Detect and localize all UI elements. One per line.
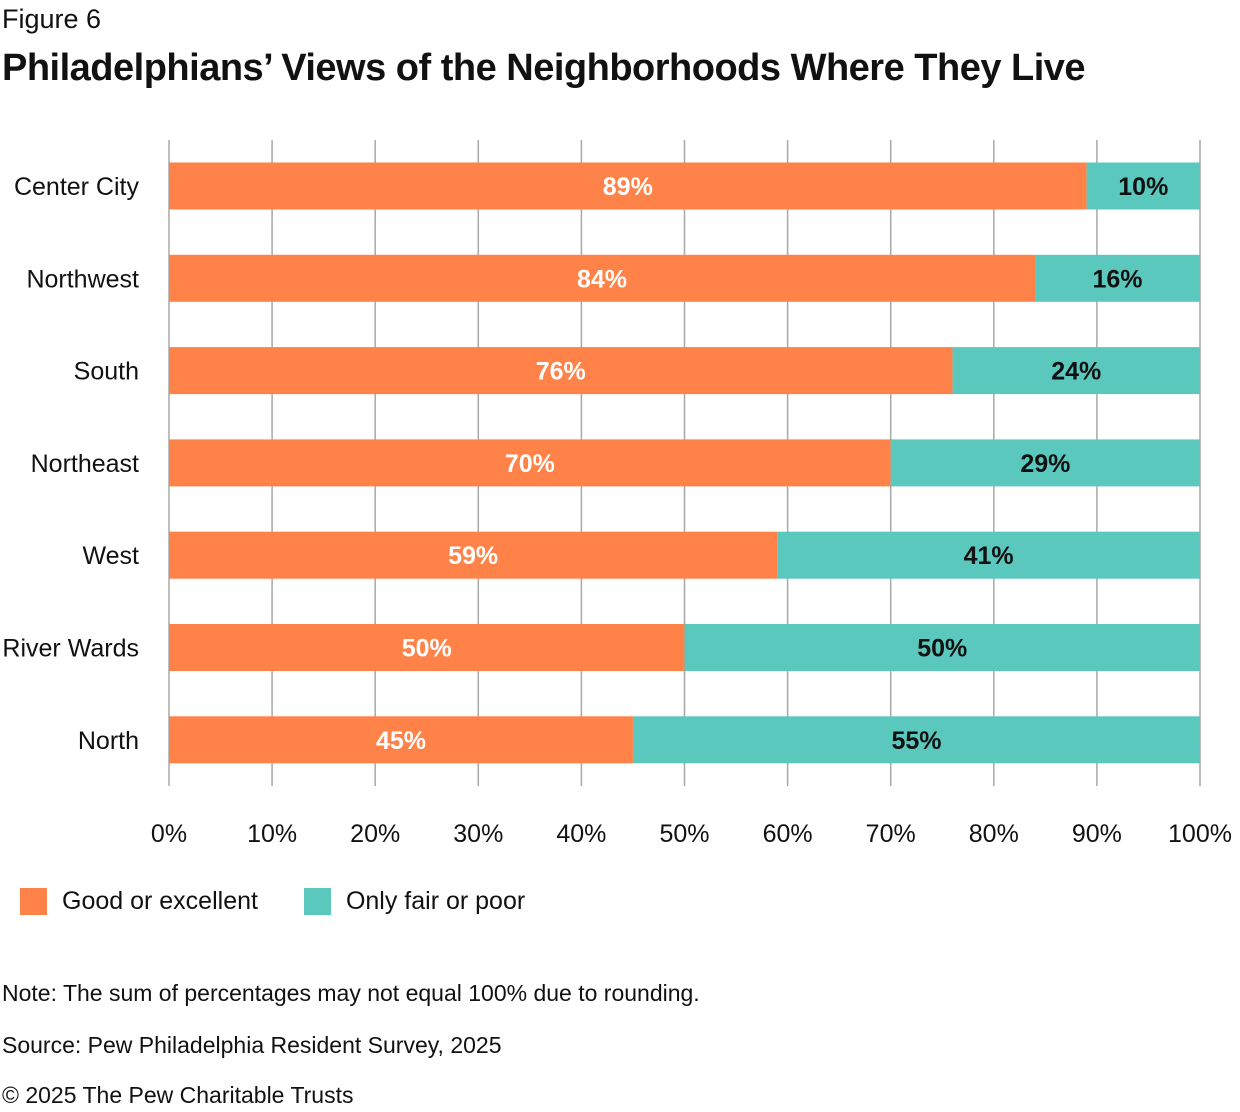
legend-label-fair-poor: Only fair or poor	[345, 886, 526, 915]
legend-swatch-good	[20, 887, 47, 915]
x-tick-label-20: 20%	[350, 820, 400, 848]
category-label-1: Northwest	[26, 265, 139, 293]
bar-fair-poor-2	[952, 347, 1200, 395]
bar-fair-poor-0	[1086, 162, 1200, 210]
x-tick-label-60: 60%	[763, 820, 813, 848]
data-label-good-1: 84%	[577, 265, 627, 293]
x-tick-label-40: 40%	[556, 820, 606, 848]
bar-good-4	[169, 531, 778, 579]
bar-fair-poor-6	[632, 716, 1200, 764]
stacked-bar-chart: 0% 10% 20% 30% 40% 50% 60% 70% 80% 90% 100% Center …	[2, 140, 1232, 848]
legend-label-good: Good or excellent	[62, 886, 258, 915]
data-label-fair-poor-1: 16%	[1092, 265, 1142, 293]
bar-good-6	[169, 716, 633, 764]
bar-good-1	[169, 254, 1036, 302]
data-label-fair-poor-2: 24%	[1051, 358, 1101, 386]
x-tick-label-80: 80%	[969, 820, 1019, 848]
data-label-good-6: 45%	[376, 727, 426, 755]
bar-fair-poor-3	[890, 439, 1200, 487]
data-label-fair-poor-4: 41%	[964, 542, 1014, 570]
data-label-good-3: 70%	[505, 450, 555, 478]
x-tick-label-90: 90%	[1072, 820, 1122, 848]
data-label-fair-poor-3: 29%	[1020, 450, 1070, 478]
x-tick-label-10: 10%	[247, 820, 297, 848]
x-tick-label-50: 50%	[659, 820, 709, 848]
legend: Good or excellent Only fair or poor	[20, 884, 571, 918]
data-label-good-0: 89%	[603, 173, 653, 201]
x-tick-label-0: 0%	[151, 820, 187, 848]
bar-good-5	[169, 624, 685, 671]
data-label-good-5: 50%	[402, 635, 452, 663]
data-label-fair-poor-5: 50%	[917, 635, 967, 663]
figure-label: Figure 6	[2, 4, 102, 34]
legend-swatch-fair-poor	[303, 887, 331, 915]
source-text: Source: Pew Philadelphia Resident Survey…	[2, 1032, 502, 1058]
category-label-0: Center City	[14, 173, 140, 201]
bar-good-2	[169, 347, 953, 395]
category-label-4: West	[83, 542, 140, 570]
data-label-good-2: 76%	[536, 358, 586, 386]
x-tick-label-70: 70%	[866, 820, 916, 848]
copyright-text: © 2025 The Pew Charitable Trusts	[2, 1082, 354, 1108]
bar-fair-poor-1	[1035, 254, 1200, 302]
bar-fair-poor-4	[777, 531, 1200, 579]
category-label-2: South	[74, 358, 139, 386]
bar-good-3	[169, 439, 891, 487]
x-tick-label-30: 30%	[453, 820, 503, 848]
category-label-5: River Wards	[2, 635, 139, 663]
category-label-6: North	[78, 727, 139, 755]
data-label-fair-poor-6: 55%	[891, 727, 941, 755]
data-label-good-4: 59%	[448, 542, 498, 570]
category-label-3: Northeast	[31, 450, 139, 478]
bar-good-0	[169, 162, 1087, 210]
chart-title: Philadelphians’ Views of the Neighborhoo…	[2, 47, 1086, 89]
labels: 0% 10% 20% 30% 40% 50% 60% 70% 80% 90% 100% Center …	[2, 173, 1232, 848]
bar-fair-poor-5	[684, 624, 1200, 671]
bars	[169, 162, 1200, 764]
data-label-fair-poor-0: 10%	[1118, 173, 1168, 201]
legend-item-fair-poor: Only fair or poor	[303, 886, 526, 916]
x-tick-label-100: 100%	[1168, 820, 1232, 848]
note-text: Note: The sum of percentages may not equ…	[2, 980, 700, 1006]
legend-item-good: Good or excellent	[20, 887, 258, 916]
